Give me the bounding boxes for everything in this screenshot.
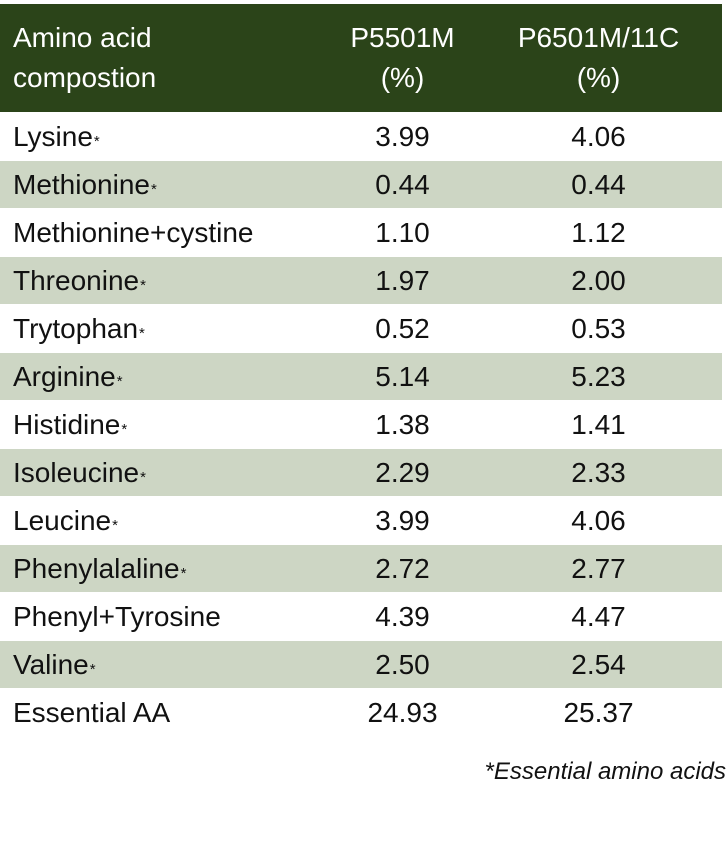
- essential-marker: *: [140, 276, 146, 294]
- essential-marker: *: [139, 324, 145, 342]
- essential-marker: *: [150, 180, 157, 198]
- amino-acid-name: Essential AA: [13, 696, 171, 728]
- p6501m-11c-value: 1.12: [475, 208, 722, 257]
- amino-acid-name: Lysine: [13, 120, 93, 152]
- p5501m-value: 4.39: [330, 592, 475, 641]
- amino-acid-name-cell: Methionine+cystine: [0, 208, 330, 257]
- amino-acid-table-container: Amino acid compostion P5501M (%) P6501M/…: [0, 4, 722, 736]
- amino-acid-name-cell: Isoleucine*: [0, 448, 330, 497]
- table-row: Essential AA 24.93 25.37: [0, 688, 722, 736]
- header-p6501m-11c: P6501M/11C (%): [475, 4, 722, 113]
- header-col2-line1: P5501M: [350, 22, 455, 53]
- amino-acid-name-cell: Trytophan*: [0, 304, 330, 353]
- p6501m-11c-value: 2.33: [475, 448, 722, 497]
- amino-acid-name-cell: Leucine*: [0, 496, 330, 545]
- essential-marker: *: [93, 132, 100, 150]
- p6501m-11c-value: 4.06: [475, 112, 722, 161]
- header-amino-acid-composition: Amino acid compostion: [0, 4, 330, 113]
- table-row: Isoleucine* 2.29 2.33: [0, 448, 722, 497]
- amino-acid-name-cell: Lysine*: [0, 112, 330, 161]
- table-row: Trytophan* 0.52 0.53: [0, 304, 722, 353]
- amino-acid-name: Methionine: [13, 168, 150, 200]
- p6501m-11c-value: 2.77: [475, 544, 722, 593]
- header-col1-line1: Amino acid: [13, 22, 152, 53]
- essential-marker: *: [112, 516, 118, 534]
- essential-marker: *: [116, 372, 123, 390]
- table-row: Histidine* 1.38 1.41: [0, 400, 722, 449]
- p5501m-value: 2.50: [330, 640, 475, 689]
- p6501m-11c-value: 1.41: [475, 400, 722, 449]
- p6501m-11c-value: 5.23: [475, 352, 722, 401]
- amino-acid-name-cell: Methionine*: [0, 160, 330, 209]
- p6501m-11c-value: 2.00: [475, 256, 722, 305]
- amino-acid-name: Trytophan: [13, 312, 139, 344]
- table-row: Methionine+cystine 1.10 1.12: [0, 208, 722, 257]
- p6501m-11c-value: 4.47: [475, 592, 722, 641]
- amino-acid-name: Valine: [13, 648, 89, 680]
- amino-acid-name-cell: Threonine*: [0, 256, 330, 305]
- amino-acid-name: Histidine: [13, 408, 121, 440]
- p5501m-value: 1.97: [330, 256, 475, 305]
- p5501m-value: 2.72: [330, 544, 475, 593]
- essential-marker: *: [121, 420, 128, 438]
- amino-acid-name-cell: Histidine*: [0, 400, 330, 449]
- essential-marker: *: [180, 564, 187, 582]
- table-row: Lysine* 3.99 4.06: [0, 112, 722, 161]
- table-row: Phenylalaline* 2.72 2.77: [0, 544, 722, 593]
- amino-acid-name: Methionine+cystine: [13, 216, 254, 248]
- p5501m-value: 5.14: [330, 352, 475, 401]
- amino-acid-name-cell: Valine*: [0, 640, 330, 689]
- p6501m-11c-value: 25.37: [475, 688, 722, 736]
- p5501m-value: 24.93: [330, 688, 475, 736]
- header-col1-line2: compostion: [13, 62, 157, 93]
- table-body: Lysine* 3.99 4.06 Methionine* 0.44 0.44 Methio…: [0, 112, 722, 736]
- amino-acid-name-cell: Arginine*: [0, 352, 330, 401]
- header-col3-line1: P6501M/11C: [517, 22, 680, 53]
- p5501m-value: 3.99: [330, 112, 475, 161]
- table-header: Amino acid compostion P5501M (%) P6501M/…: [0, 4, 722, 113]
- amino-acid-table: Amino acid compostion P5501M (%) P6501M/…: [0, 4, 722, 736]
- footnote: *Essential amino acids: [484, 758, 726, 785]
- amino-acid-name: Leucine: [13, 504, 112, 536]
- p5501m-value: 1.38: [330, 400, 475, 449]
- header-col3-line2: (%): [576, 62, 621, 93]
- p5501m-value: 0.44: [330, 160, 475, 209]
- header-row: Amino acid compostion P5501M (%) P6501M/…: [0, 4, 722, 113]
- table-row: Phenyl+Tyrosine 4.39 4.47: [0, 592, 722, 641]
- amino-acid-name: Isoleucine: [13, 456, 140, 488]
- essential-marker: *: [140, 468, 146, 486]
- p5501m-value: 0.52: [330, 304, 475, 353]
- p5501m-value: 1.10: [330, 208, 475, 257]
- amino-acid-name: Arginine: [13, 360, 116, 392]
- p5501m-value: 2.29: [330, 448, 475, 497]
- p6501m-11c-value: 2.54: [475, 640, 722, 689]
- amino-acid-name-cell: Phenyl+Tyrosine: [0, 592, 330, 641]
- amino-acid-name-cell: Essential AA: [0, 688, 330, 736]
- p6501m-11c-value: 0.53: [475, 304, 722, 353]
- amino-acid-name: Phenyl+Tyrosine: [13, 600, 221, 632]
- header-col2-line2: (%): [380, 62, 425, 93]
- table-row: Methionine* 0.44 0.44: [0, 160, 722, 209]
- p5501m-value: 3.99: [330, 496, 475, 545]
- p6501m-11c-value: 0.44: [475, 160, 722, 209]
- p6501m-11c-value: 4.06: [475, 496, 722, 545]
- essential-marker: *: [89, 660, 96, 678]
- header-p5501m: P5501M (%): [330, 4, 475, 113]
- amino-acid-name: Phenylalaline: [13, 552, 180, 584]
- table-row: Leucine* 3.99 4.06: [0, 496, 722, 545]
- table-row: Valine* 2.50 2.54: [0, 640, 722, 689]
- table-row: Threonine* 1.97 2.00: [0, 256, 722, 305]
- amino-acid-name-cell: Phenylalaline*: [0, 544, 330, 593]
- amino-acid-name: Threonine: [13, 264, 140, 296]
- table-row: Arginine* 5.14 5.23: [0, 352, 722, 401]
